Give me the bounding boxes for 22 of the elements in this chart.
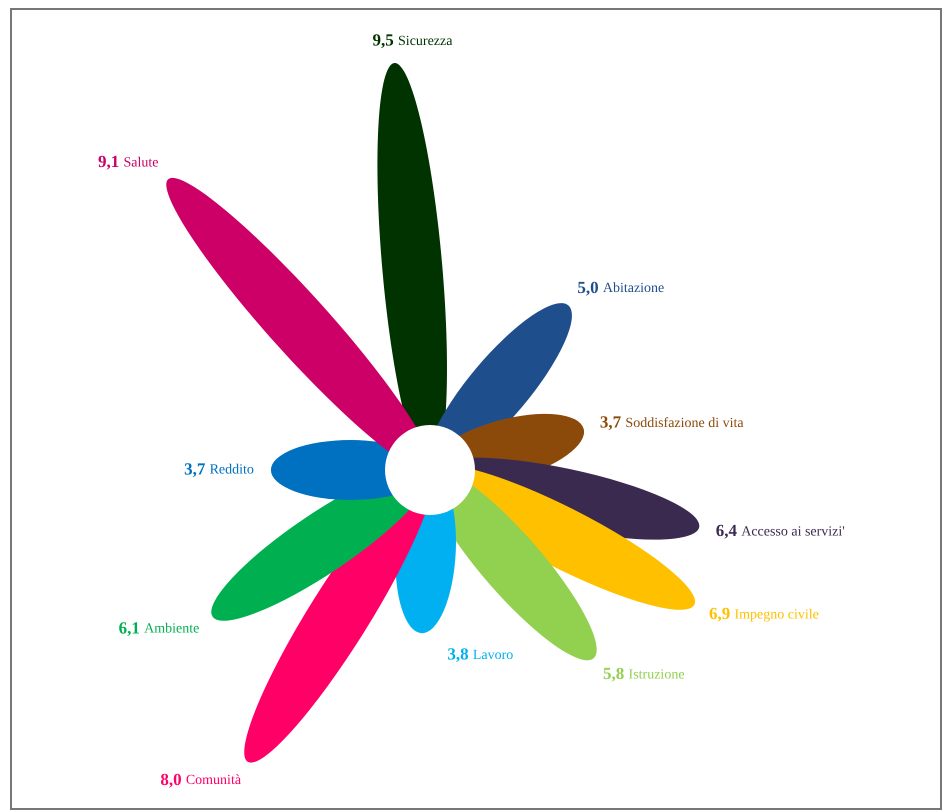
data-label: 3,7 xyxy=(600,412,622,432)
category-label: Sicurezza xyxy=(398,34,454,49)
category-label: Reddito xyxy=(210,462,254,478)
category-label: Ambiente xyxy=(144,622,200,637)
category-label: Soddisfazione di vita xyxy=(625,416,744,431)
data-label: 9,1 xyxy=(98,152,120,172)
data-label: 6,1 xyxy=(118,618,140,638)
category-label: Abitazione xyxy=(602,281,664,296)
category-label: Impegno civile xyxy=(734,607,819,622)
data-label: 6,9 xyxy=(708,604,730,624)
category-label: Accesso ai servizi' xyxy=(741,524,845,540)
data-label: 5,0 xyxy=(577,278,599,297)
data-label: 9,5 xyxy=(372,30,394,50)
data-label: 8,0 xyxy=(160,770,182,789)
category-label: Comunità xyxy=(186,773,242,788)
category-label: Salute xyxy=(123,156,158,171)
category-label: Lavoro xyxy=(472,648,514,663)
data-label: 3,8 xyxy=(447,644,469,664)
data-label: 3,7 xyxy=(184,459,206,478)
data-label: 6,4 xyxy=(716,521,738,540)
data-label: 5,8 xyxy=(603,664,624,684)
category-label: Istruzione xyxy=(628,668,685,682)
